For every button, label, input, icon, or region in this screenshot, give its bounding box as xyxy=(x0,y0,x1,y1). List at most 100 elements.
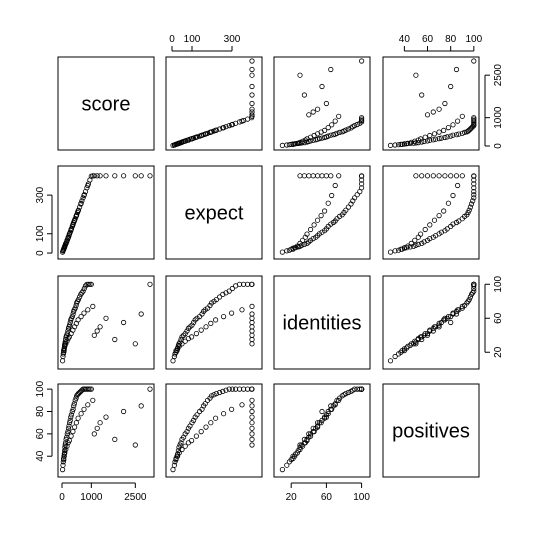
data-point xyxy=(91,173,97,179)
data-point xyxy=(301,173,307,179)
data-point xyxy=(351,195,358,201)
panel-score-vs-positives xyxy=(382,56,480,151)
data-point xyxy=(213,127,219,133)
panel-identities-vs-identities: identities xyxy=(273,275,371,370)
data-point xyxy=(358,58,365,64)
data-point xyxy=(71,401,77,407)
data-point xyxy=(436,320,442,326)
diagonal-label-positives: positives xyxy=(392,421,470,443)
data-point xyxy=(249,66,255,73)
data-point xyxy=(307,237,314,243)
data-point xyxy=(63,240,69,246)
data-point xyxy=(314,217,321,223)
data-point xyxy=(430,109,436,115)
data-point xyxy=(468,201,475,207)
right-tick-label-identities: 60 xyxy=(493,312,504,324)
data-point xyxy=(173,347,179,354)
data-point xyxy=(79,387,85,393)
data-point xyxy=(198,327,204,333)
data-point xyxy=(175,346,181,352)
top-tick-label-positives: 100 xyxy=(465,34,482,45)
data-point xyxy=(112,173,118,179)
data-point xyxy=(59,358,66,364)
panel-border xyxy=(273,383,371,478)
data-point xyxy=(198,132,204,139)
data-point xyxy=(78,313,84,320)
panel-border xyxy=(57,165,155,260)
data-point xyxy=(445,313,451,320)
data-point xyxy=(334,130,340,136)
right-tick-label-score: 2500 xyxy=(493,64,504,87)
data-point xyxy=(467,204,473,210)
data-point xyxy=(448,173,454,179)
data-point xyxy=(328,221,334,227)
data-point xyxy=(239,307,245,313)
data-point xyxy=(97,420,103,426)
data-point xyxy=(444,134,450,140)
data-point xyxy=(81,406,87,412)
data-point xyxy=(319,83,325,90)
data-point xyxy=(307,433,314,439)
data-point xyxy=(343,207,349,213)
data-point xyxy=(61,447,68,454)
data-point xyxy=(81,192,87,199)
data-point xyxy=(103,173,109,179)
data-point xyxy=(454,118,461,124)
data-point xyxy=(427,327,433,333)
data-point xyxy=(448,319,454,326)
data-point xyxy=(66,437,72,444)
data-point xyxy=(387,249,394,255)
data-point xyxy=(413,72,419,78)
data-point xyxy=(198,428,204,435)
data-point xyxy=(436,136,442,142)
data-point xyxy=(184,328,190,334)
panel-border xyxy=(382,383,480,478)
data-point xyxy=(401,141,407,147)
data-point xyxy=(62,343,68,349)
data-point xyxy=(249,403,255,409)
data-point xyxy=(203,131,209,137)
data-point xyxy=(213,296,219,303)
diagonal-label-score: score xyxy=(82,94,131,116)
data-point xyxy=(459,303,465,309)
data-point xyxy=(419,173,425,179)
panel-border xyxy=(273,165,371,260)
data-point xyxy=(345,204,351,210)
data-point xyxy=(59,466,66,473)
data-point xyxy=(185,137,191,143)
data-point xyxy=(336,213,343,219)
data-point xyxy=(202,401,208,407)
data-point xyxy=(358,181,365,187)
data-point xyxy=(132,442,138,448)
data-point xyxy=(223,124,229,130)
data-point xyxy=(392,248,398,254)
panel-border xyxy=(382,56,480,151)
data-point xyxy=(442,134,448,141)
data-point xyxy=(311,428,317,435)
panel-expect-vs-expect: expect xyxy=(165,165,263,260)
data-point xyxy=(249,303,255,309)
data-point xyxy=(358,386,365,392)
data-point xyxy=(249,319,255,326)
data-point xyxy=(453,132,460,138)
panel-border xyxy=(382,275,480,370)
panel-border xyxy=(57,275,155,370)
data-point xyxy=(249,336,255,343)
panel-border xyxy=(165,383,263,478)
data-point xyxy=(70,428,76,435)
data-point xyxy=(193,134,199,140)
diagonal-label-expect: expect xyxy=(185,203,244,225)
data-point xyxy=(249,311,255,317)
left-tick-label-expect: 300 xyxy=(35,186,46,203)
data-point xyxy=(81,310,87,316)
data-point xyxy=(85,281,92,287)
data-point xyxy=(66,423,72,429)
data-point xyxy=(85,307,91,313)
data-point xyxy=(436,106,442,112)
data-point xyxy=(306,173,312,179)
data-point xyxy=(229,285,235,292)
data-point xyxy=(78,411,84,417)
bottom-tick-label-score: 0 xyxy=(59,492,65,503)
data-point xyxy=(97,173,103,179)
bottom-tick-label-score: 1000 xyxy=(80,492,103,503)
